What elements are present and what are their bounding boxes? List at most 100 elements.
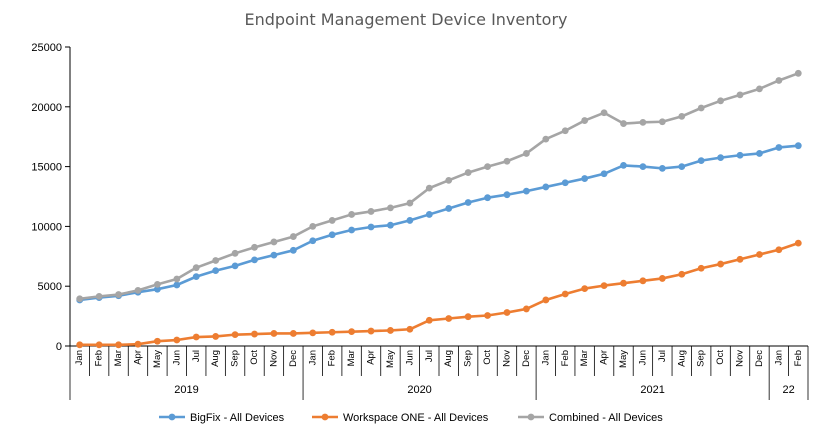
year-label: 2019 <box>174 384 198 396</box>
legend: BigFix - All Devices Workspace ONE - All … <box>159 412 663 424</box>
data-point <box>736 151 744 159</box>
data-point <box>600 170 608 178</box>
data-point <box>95 292 103 300</box>
data-point <box>348 226 356 234</box>
data-point <box>173 281 181 289</box>
y-tick-label: 20000 <box>31 102 62 114</box>
data-point <box>522 305 530 313</box>
data-point <box>620 279 627 287</box>
data-point <box>153 337 161 345</box>
data-point <box>289 330 297 337</box>
data-point <box>387 327 394 334</box>
data-point <box>153 281 161 288</box>
data-point <box>231 249 239 257</box>
data-point <box>425 184 433 192</box>
x-tick-label: Mar <box>113 350 124 366</box>
data-point <box>289 246 297 254</box>
data-point <box>639 118 647 126</box>
data-point <box>620 162 627 169</box>
data-point <box>717 97 725 105</box>
data-point <box>406 217 414 224</box>
data-point <box>717 154 725 162</box>
x-tick-label: Dec <box>521 350 532 367</box>
y-axis: 0 5000 10000 15000 20000 25000 <box>31 42 71 353</box>
data-point <box>212 267 220 275</box>
legend-label: Workspace ONE - All Devices <box>343 412 489 424</box>
data-point <box>251 330 258 338</box>
data-point <box>153 285 161 293</box>
x-tick-label: Sep <box>230 350 241 367</box>
data-point <box>600 282 608 290</box>
data-point <box>678 163 686 171</box>
x-tick-label: Jan <box>74 350 85 365</box>
data-point <box>134 286 142 294</box>
data-point <box>348 328 356 336</box>
data-point <box>503 309 511 316</box>
legend-swatch-marker <box>321 413 329 421</box>
x-tick-label: Jan <box>773 350 784 365</box>
data-point <box>542 296 550 304</box>
x-tick-label: Feb <box>327 350 338 366</box>
legend-item: BigFix - All Devices <box>159 412 285 424</box>
data-point <box>328 328 336 336</box>
data-point <box>192 273 200 281</box>
data-point <box>561 179 569 187</box>
x-tick-label: Jul <box>657 350 668 362</box>
data-point <box>270 330 278 337</box>
data-point <box>425 316 433 324</box>
data-point <box>387 204 394 212</box>
data-point <box>328 217 336 224</box>
data-point <box>464 199 472 206</box>
x-tick-label: Jun <box>171 350 182 365</box>
x-tick-label: Mar <box>346 350 357 366</box>
x-tick-label: Oct <box>249 350 260 365</box>
data-point <box>542 183 550 191</box>
data-point <box>484 194 491 202</box>
data-point <box>464 169 472 176</box>
data-point <box>678 112 686 120</box>
data-point <box>736 255 744 263</box>
x-tick-label: Jul <box>424 350 435 362</box>
data-point <box>794 142 802 150</box>
data-point <box>639 277 647 285</box>
data-point <box>309 223 317 230</box>
data-point <box>756 251 763 258</box>
data-point <box>212 257 220 264</box>
x-tick-label: Feb <box>793 350 804 366</box>
x-tick-label: Dec <box>288 350 299 367</box>
data-point <box>522 187 530 195</box>
data-point <box>697 104 705 112</box>
x-tick-label: Jun <box>404 350 415 365</box>
data-point <box>173 336 181 344</box>
data-point <box>658 118 666 126</box>
data-point <box>387 221 394 229</box>
legend-label: BigFix - All Devices <box>190 412 285 424</box>
data-point <box>309 329 317 337</box>
y-tick-label: 5000 <box>38 281 62 293</box>
data-point <box>600 109 608 117</box>
data-point <box>756 150 763 157</box>
data-point <box>484 163 491 171</box>
data-point <box>794 239 802 247</box>
data-point <box>251 243 258 251</box>
data-point <box>581 175 589 182</box>
data-point <box>639 163 647 171</box>
x-tick-label: Sep <box>696 350 707 367</box>
data-point <box>231 262 239 270</box>
data-point <box>348 211 356 218</box>
data-point <box>503 157 511 165</box>
x-tick-label: Feb <box>560 350 571 366</box>
x-tick-label: Oct <box>715 350 726 365</box>
legend-item: Combined - All Devices <box>518 412 663 424</box>
series-bigfix-all-devices <box>76 142 802 304</box>
x-tick-label: Dec <box>754 350 765 367</box>
x-tick-label: Jul <box>191 350 202 362</box>
year-label: 22 <box>782 384 794 396</box>
series-workspace-one-all-devices <box>76 239 802 349</box>
data-point <box>445 176 453 184</box>
legend-item: Workspace ONE - All Devices <box>312 412 489 424</box>
x-tick-label: Jan <box>540 350 551 365</box>
data-point <box>173 275 181 283</box>
data-point <box>658 275 666 282</box>
legend-swatch-marker <box>527 413 535 421</box>
